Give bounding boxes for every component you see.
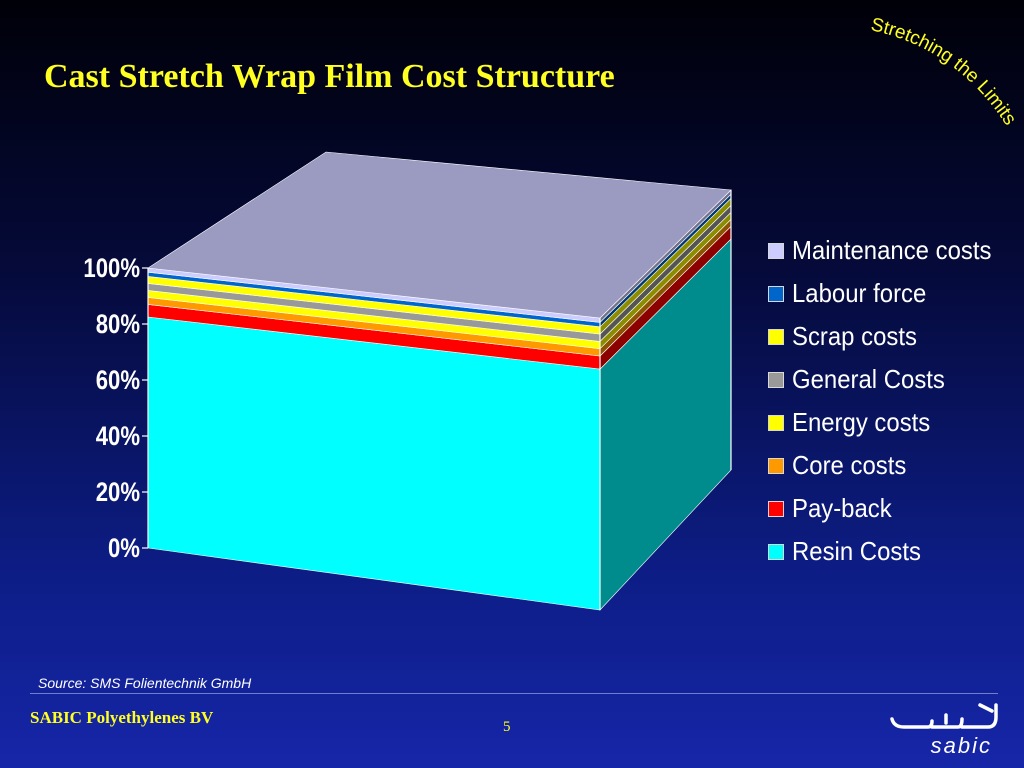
legend-label: Labour force (792, 278, 927, 308)
sabic-logo: sabic (890, 703, 998, 758)
source-note: Source: SMS Folientechnik GmbH (38, 675, 252, 691)
bar-faces (147, 189, 732, 611)
legend-item-core-costs: Core costs (768, 444, 1009, 487)
legend-label: Core costs (792, 450, 907, 480)
y-axis: 0% 20% 40% 60% 80% 100% (83, 190, 732, 610)
cost-structure-chart: 0% 20% 40% 60% 80% 100% (83, 152, 732, 611)
y-tick-label: 0% (108, 534, 140, 564)
legend-swatch (768, 500, 784, 517)
legend: Maintenance costs Labour force Scrap costs… (768, 229, 1009, 573)
legend-label: General Costs (792, 364, 945, 394)
legend-label: Energy costs (792, 407, 931, 437)
legend-label: Maintenance costs (792, 235, 992, 265)
legend-item-pay-back: Pay-back (768, 487, 1009, 530)
legend-item-resin-costs: Resin Costs (768, 530, 1009, 573)
slide-title: Cast Stretch Wrap Film Cost Structure (44, 58, 615, 95)
tagline: Stretching the Limits (869, 18, 1020, 129)
y-tick-label: 40% (96, 422, 140, 452)
legend-label: Resin Costs (792, 536, 921, 566)
legend-item-energy-costs: Energy costs (768, 401, 1009, 444)
y-tick-label: 80% (96, 310, 140, 340)
page-number: 5 (503, 719, 511, 735)
logo-wordmark: sabic (931, 733, 992, 758)
company-name: SABIC Polyethylenes BV (30, 708, 214, 727)
legend-item-scrap-costs: Scrap costs (768, 315, 1009, 358)
legend-swatch (768, 285, 784, 302)
y-tick-label: 100% (83, 254, 140, 284)
legend-swatch (768, 242, 784, 259)
legend-label: Scrap costs (792, 321, 917, 351)
legend-item-maintenance-costs: Maintenance costs (768, 229, 1009, 272)
legend-swatch (768, 457, 784, 474)
legend-swatch (768, 371, 784, 388)
legend-swatch (768, 414, 784, 431)
y-tick-label: 20% (96, 478, 140, 508)
legend-item-labour-force: Labour force (768, 272, 1009, 315)
legend-item-general-costs: General Costs (768, 358, 1009, 401)
y-tick-label: 60% (96, 366, 140, 396)
footer-divider (30, 693, 998, 694)
legend-swatch (768, 543, 784, 560)
legend-label: Pay-back (792, 493, 892, 523)
logo-arabic-mark (890, 703, 998, 729)
legend-swatch (768, 328, 784, 345)
